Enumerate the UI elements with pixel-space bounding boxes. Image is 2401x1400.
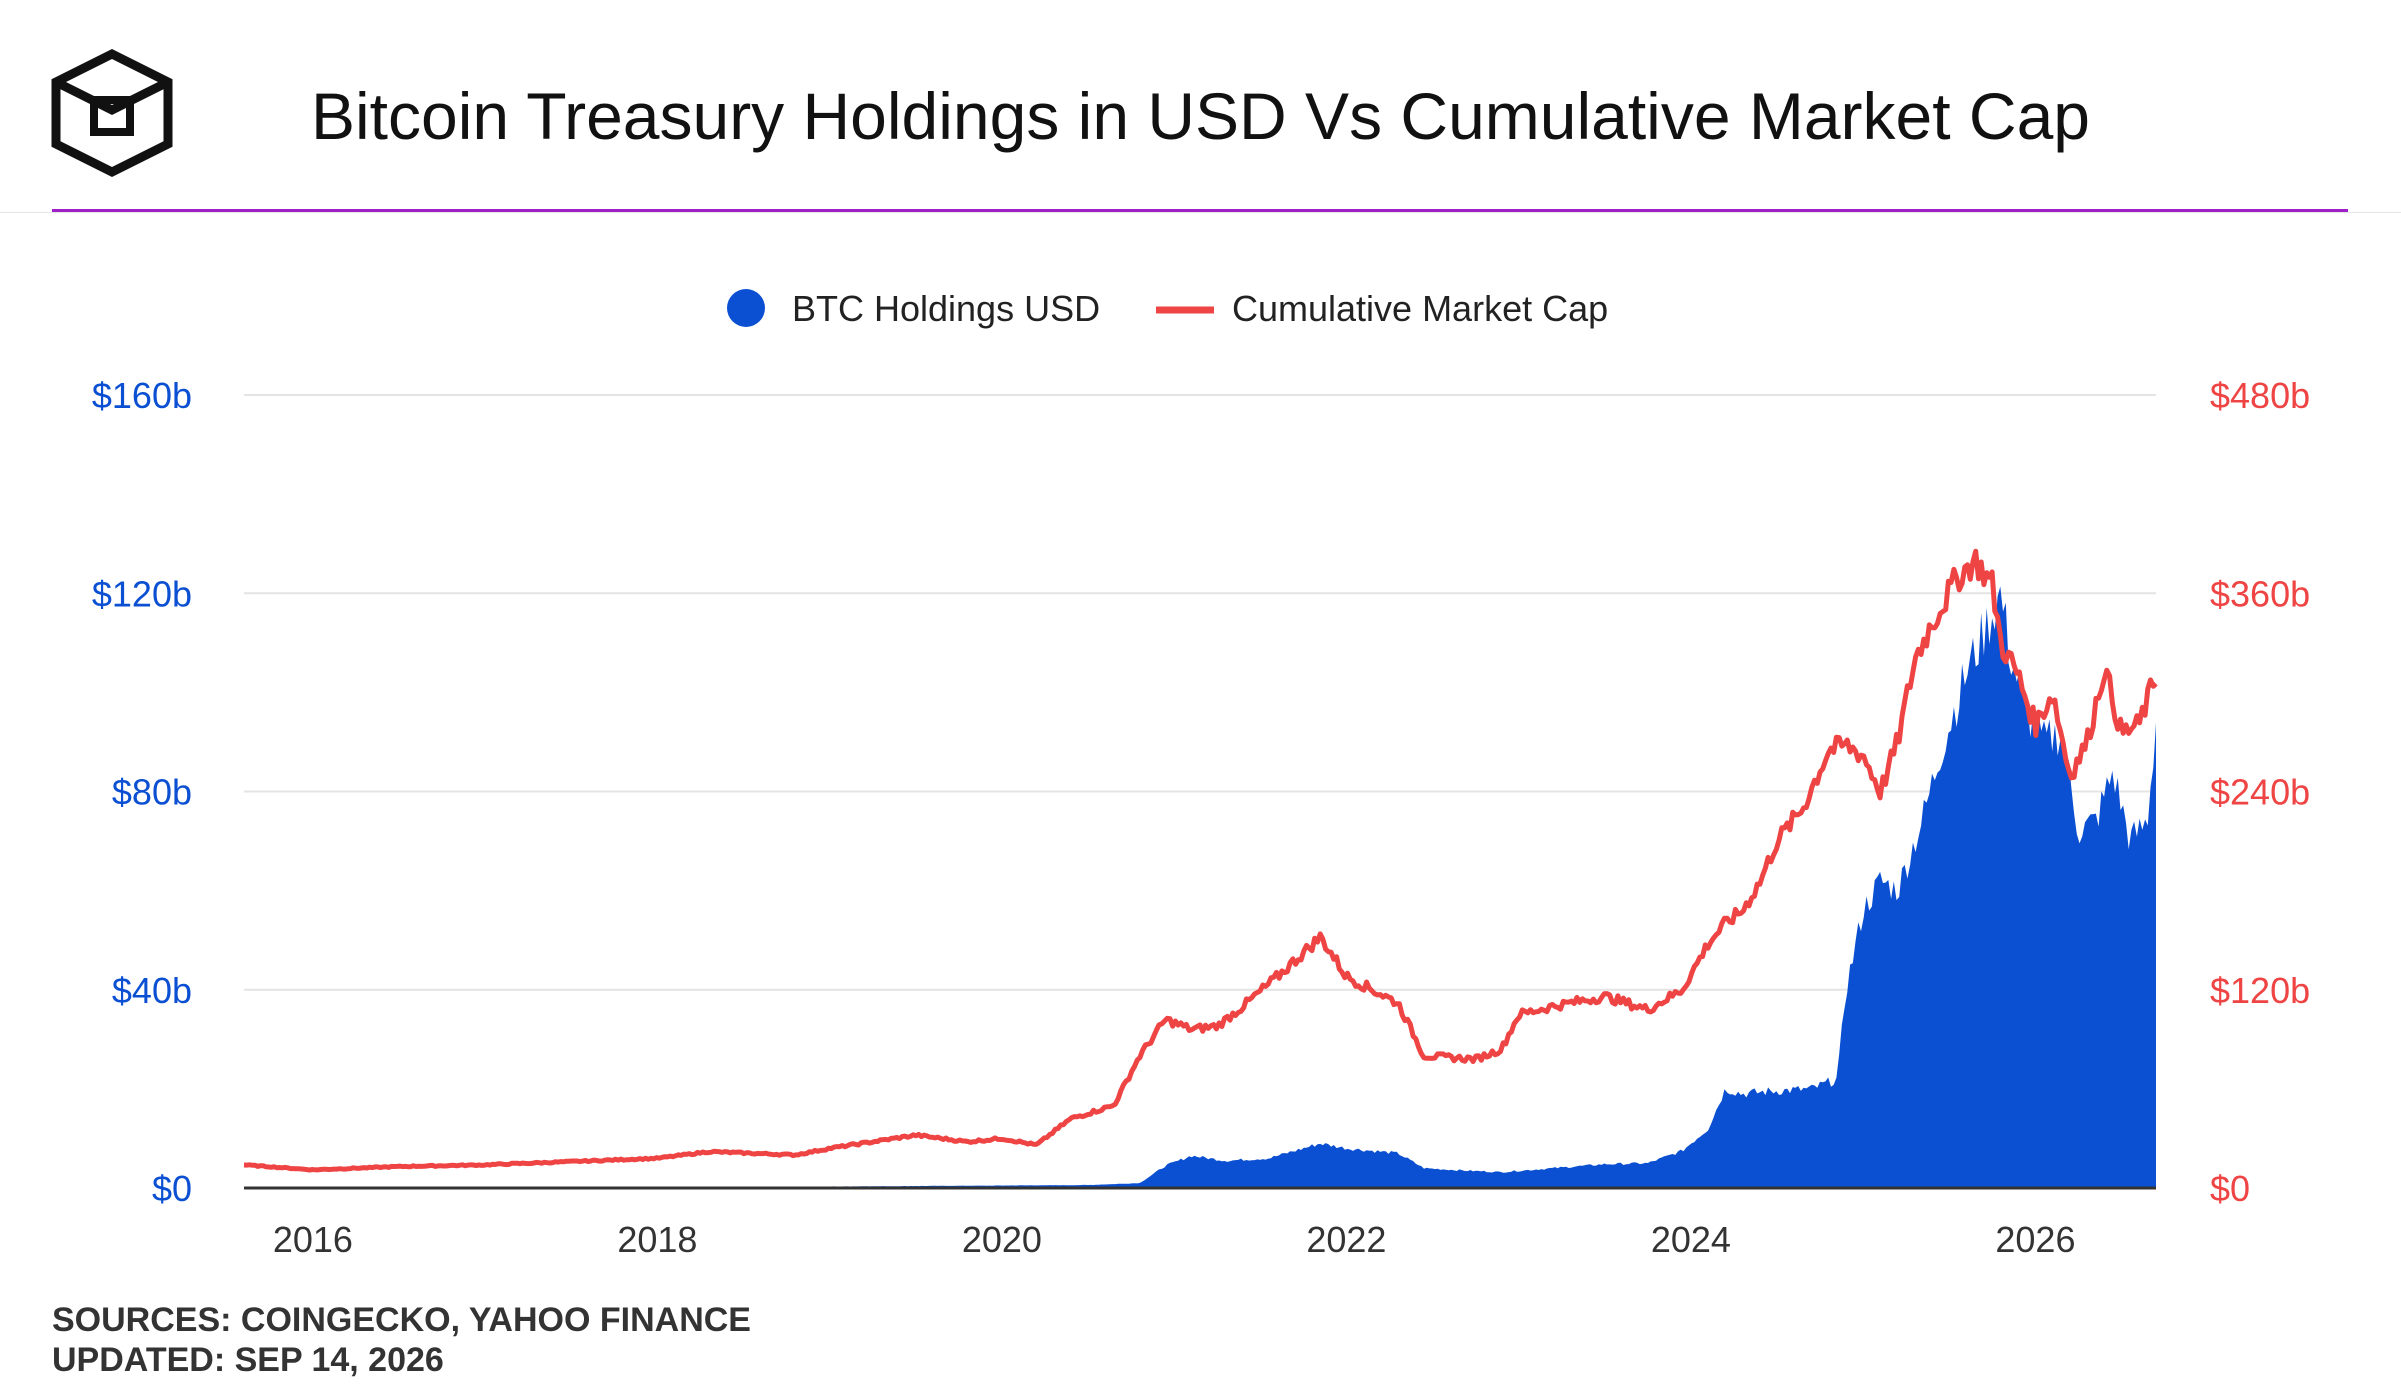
cube-logo-icon bbox=[51, 48, 173, 178]
legend-label-btc-holdings: BTC Holdings USD bbox=[792, 288, 1100, 329]
y-right-tick-label: $240b bbox=[2210, 772, 2310, 813]
x-tick-label: 2020 bbox=[962, 1219, 1042, 1260]
header-divider bbox=[0, 212, 2401, 213]
header: Bitcoin Treasury Holdings in USD Vs Cumu… bbox=[0, 0, 2401, 213]
legend-marker-btc-holdings bbox=[727, 289, 765, 327]
axes: $0 $40b $80b $120b $160b $0 $120b $240b $360b $48… bbox=[92, 375, 2310, 1260]
page-title: Bitcoin Treasury Holdings in USD Vs Cumu… bbox=[310, 79, 2090, 153]
series-market-cap-line bbox=[243, 548, 2158, 1173]
y-right-tick-label: $0 bbox=[2210, 1168, 2250, 1209]
x-tick-label: 2022 bbox=[1306, 1219, 1386, 1260]
header-accent-line bbox=[52, 209, 2348, 212]
y-left-tick-label: $40b bbox=[112, 970, 192, 1011]
y-left-tick-label: $120b bbox=[92, 573, 192, 614]
x-tick-label: 2026 bbox=[1995, 1219, 2075, 1260]
y-left-tick-label: $0 bbox=[152, 1168, 192, 1209]
y-right-tick-label: $480b bbox=[2210, 375, 2310, 416]
legend: BTC Holdings USD Cumulative Market Cap bbox=[727, 288, 1608, 329]
updated-note: UPDATED: SEP 14, 2026 bbox=[52, 1341, 444, 1379]
y-left-tick-label: $80b bbox=[112, 772, 192, 813]
gridlines bbox=[244, 394, 2156, 991]
series-btc-holdings-area bbox=[244, 586, 2156, 1188]
x-tick-label: 2024 bbox=[1651, 1219, 1731, 1260]
btc-holdings-area-layer bbox=[244, 586, 2156, 1188]
y-right-tick-label: $120b bbox=[2210, 970, 2310, 1011]
y-left-tick-label: $160b bbox=[92, 375, 192, 416]
y-right-tick-label: $360b bbox=[2210, 573, 2310, 614]
market-cap-line-layer bbox=[243, 548, 2158, 1173]
sources-note: SOURCES: COINGECKO, YAHOO FINANCE bbox=[52, 1301, 751, 1339]
x-tick-label: 2016 bbox=[273, 1219, 353, 1260]
legend-label-market-cap: Cumulative Market Cap bbox=[1232, 288, 1608, 329]
x-tick-label: 2018 bbox=[617, 1219, 697, 1260]
footer: SOURCES: COINGECKO, YAHOO FINANCE UPDATE… bbox=[52, 1300, 751, 1380]
